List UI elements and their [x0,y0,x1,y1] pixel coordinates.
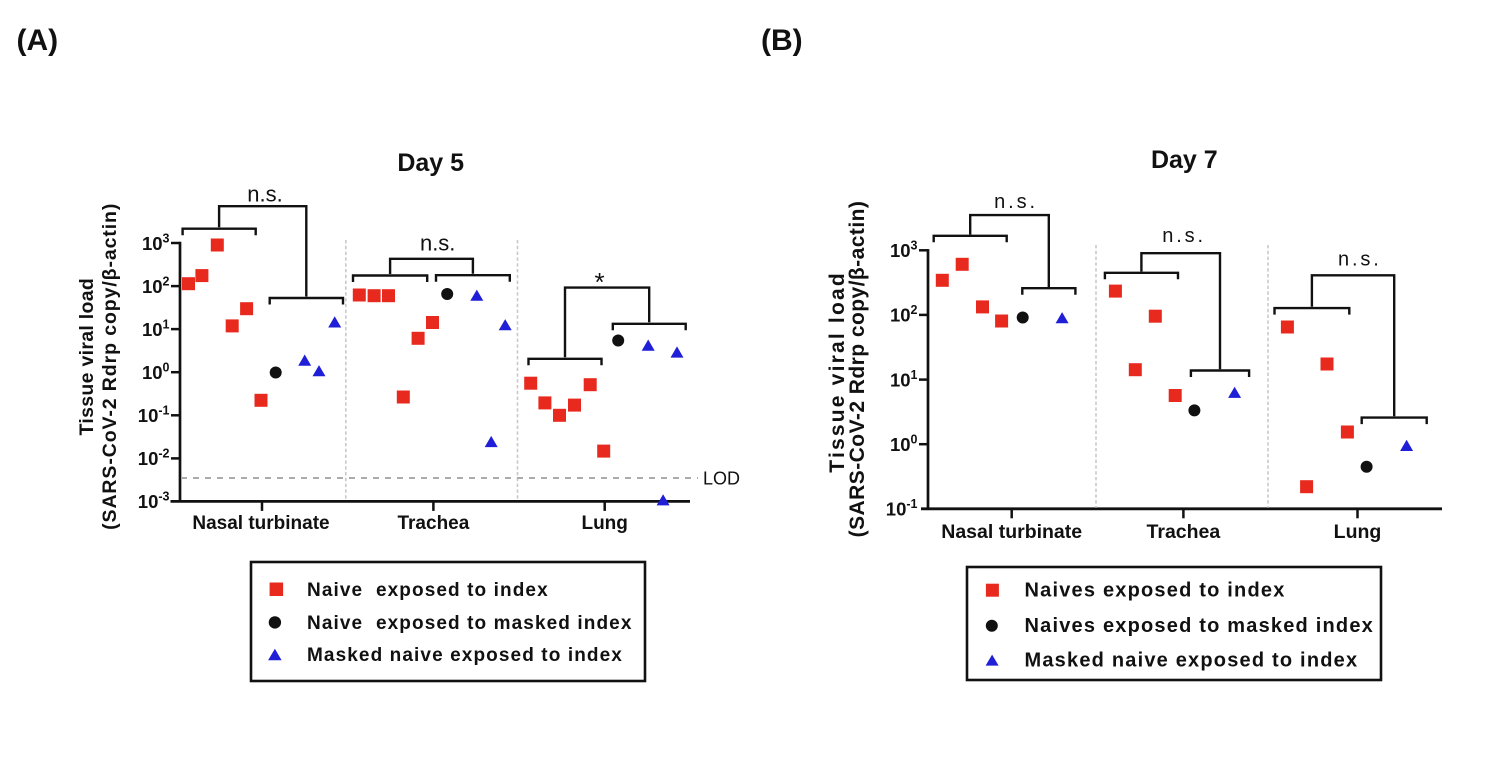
svg-text:n.s.: n.s. [247,182,282,207]
svg-text:Masked naive exposed to index: Masked naive exposed to index [1025,650,1359,672]
svg-text:Lung: Lung [581,513,627,534]
svg-text:101: 101 [890,368,918,391]
svg-text:Naives exposed to index: Naives exposed to index [1025,580,1286,602]
svg-text:Day 5: Day 5 [397,149,464,177]
svg-text:Nasal turbinate: Nasal turbinate [192,513,329,534]
svg-text:(SARS-CoV-2 Rdrp copy/β-actin): (SARS-CoV-2 Rdrp copy/β-actin) [99,203,121,530]
svg-text:101: 101 [142,317,170,340]
svg-text:n . s .: n . s . [994,191,1035,213]
svg-text:10-1: 10-1 [886,497,918,520]
svg-text:100: 100 [890,433,918,456]
svg-text:LOD: LOD [703,469,740,489]
svg-text:10-1: 10-1 [138,404,170,427]
svg-text:(SARS-CoV-2 Rdrp copy/β-actin): (SARS-CoV-2 Rdrp copy/β-actin) [846,201,869,538]
svg-text:103: 103 [142,231,170,254]
svg-text:Naives exposed to masked index: Naives exposed to masked index [1025,615,1374,637]
svg-text:Masked naive exposed to index: Masked naive exposed to index [307,645,623,666]
svg-text:103: 103 [890,239,918,262]
svg-text:(A): (A) [17,24,59,57]
svg-text:Naive exposed to index: Naive exposed to index [307,580,549,601]
svg-text:Nasal turbinate: Nasal turbinate [941,521,1082,543]
svg-text:Trachea: Trachea [1147,521,1221,543]
svg-text:Naive exposed to masked index: Naive exposed to masked index [307,613,633,634]
svg-text:Lung: Lung [1334,521,1382,543]
svg-text:Tissue viral load: Tissue viral load [826,271,849,473]
svg-text:*: * [594,267,604,297]
svg-text:102: 102 [142,274,170,297]
svg-text:10-3: 10-3 [138,490,170,513]
svg-text:100: 100 [142,361,170,384]
svg-text:Tissue viral load: Tissue viral load [76,278,98,436]
svg-text:Day 7: Day 7 [1151,146,1218,174]
svg-text:n . s .: n . s . [1338,249,1379,271]
svg-text:n.s.: n.s. [420,230,455,255]
svg-text:102: 102 [890,303,918,326]
svg-text:n . s .: n . s . [1162,225,1203,247]
svg-text:Trachea: Trachea [397,513,469,534]
svg-text:(B): (B) [761,24,803,57]
svg-text:10-2: 10-2 [138,447,170,470]
